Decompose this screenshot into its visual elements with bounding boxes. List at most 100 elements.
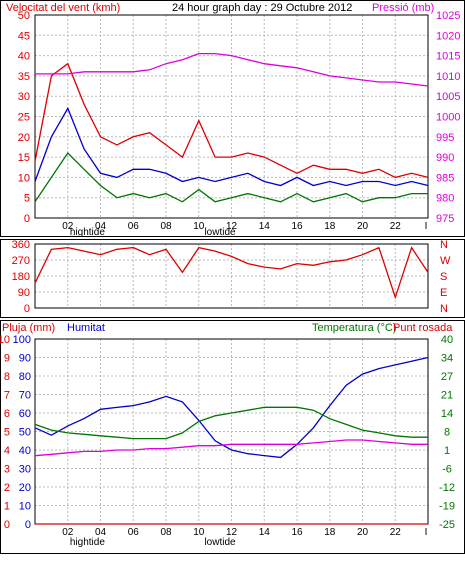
climate-xtick: 04 [95, 527, 107, 538]
wind-series-blue [34, 106, 429, 187]
direction-ytick: 90 [18, 287, 30, 299]
pressure-ytick: 1000 [436, 112, 460, 124]
direction-ytick: 270 [12, 255, 30, 267]
rain-ytick: 2 [4, 482, 10, 494]
pressure-ytick: 1015 [436, 51, 460, 63]
rain-ytick: 1 [4, 501, 10, 513]
climate-xtick: 12 [226, 527, 238, 538]
rain-ytick: 9 [4, 353, 10, 365]
temperature-ytick: 1 [444, 445, 450, 457]
wind-ytick: 25 [18, 112, 30, 124]
humidity-ytick: 50 [19, 427, 31, 439]
wind-ytick: 20 [18, 132, 30, 144]
rain-ytick: 6 [4, 408, 10, 420]
panel2-frame [0, 239, 465, 318]
wind-ytick: 0 [24, 213, 30, 225]
wind-ytick: 30 [18, 91, 30, 103]
climate-xtick-end: I [425, 527, 428, 538]
wind-xtick: 14 [259, 221, 271, 232]
rain-ytick: 0 [4, 519, 10, 531]
humidity-ytick: 100 [13, 334, 31, 346]
rain-ytick: 7 [4, 390, 10, 402]
pressure-axis-label: Pressió (mb) [372, 2, 434, 14]
temperature-ytick: 8 [444, 427, 450, 439]
direction-ytick: 360 [12, 239, 30, 251]
direction-ytick: 0 [24, 303, 30, 315]
climate-xtick: 16 [291, 527, 303, 538]
wind-xtick: 22 [390, 221, 402, 232]
humidity-ytick: 10 [19, 501, 31, 513]
page-title: 24 hour graph day : 29 Octubre 2012 [172, 2, 352, 14]
temperature-ytick: 14 [441, 408, 453, 420]
dewpoint-axis-label: Punt rosada [393, 322, 453, 334]
wind-xtick: 16 [291, 221, 303, 232]
humidity-ytick: 0 [25, 519, 31, 531]
wind-ytick: 45 [18, 30, 30, 42]
compass-ytick: N [440, 303, 448, 315]
pressure-ytick: 1020 [436, 30, 460, 42]
wind-xtick: 20 [357, 221, 369, 232]
pressure-ytick: 995 [436, 132, 454, 144]
direction-plot-area [34, 243, 429, 309]
rain-humidity-temperature-chart: 1098765432101009080706050403020100403427… [0, 334, 455, 548]
climate-xtick: 14 [259, 527, 271, 538]
wind-xtick: 06 [128, 221, 140, 232]
climate-hightide-label: hightide [70, 537, 105, 548]
compass-ytick: S [440, 271, 447, 283]
temperature-ytick: 34 [441, 353, 453, 365]
humidity-ytick: 60 [19, 408, 31, 420]
climate-xtick: 02 [62, 527, 74, 538]
wind-series-green [34, 151, 428, 203]
rain-ytick: 10 [0, 334, 10, 346]
climate-xtick: 06 [128, 527, 140, 538]
pressure-ytick: 985 [436, 172, 454, 184]
humidity-ytick: 90 [19, 353, 31, 365]
temperature-ytick: -12 [439, 482, 455, 494]
wind-xtick: 10 [193, 221, 205, 232]
climate-series-magenta [34, 439, 428, 457]
temperature-ytick: 40 [441, 334, 453, 346]
humidity-ytick: 20 [19, 482, 31, 494]
temperature-ytick: -25 [439, 519, 455, 531]
wind-ytick: 50 [18, 10, 30, 22]
temperature-ytick: 21 [441, 390, 453, 402]
climate-xtick: 22 [390, 527, 402, 538]
pressure-ytick: 980 [436, 193, 454, 205]
humidity-ytick: 30 [19, 464, 31, 476]
pressure-ytick: 975 [436, 213, 454, 225]
compass-ytick: W [440, 255, 451, 267]
pressure-ytick: 990 [436, 152, 454, 164]
climate-xtick: 10 [193, 527, 205, 538]
rain-ytick: 3 [4, 464, 10, 476]
temperature-axis-label: Temperatura (°C) [312, 322, 396, 334]
wind-series-magenta [35, 52, 429, 87]
wind-xtick-end: I [425, 221, 428, 232]
humidity-ytick: 70 [19, 390, 31, 402]
rain-ytick: 4 [4, 445, 10, 457]
temperature-ytick: 27 [441, 371, 453, 383]
humidity-ytick: 80 [19, 371, 31, 383]
wind-plot-area [34, 14, 429, 219]
wind-xtick: 04 [95, 221, 107, 232]
climate-xtick: 18 [324, 527, 336, 538]
wind-xtick: 18 [324, 221, 336, 232]
wind-ytick: 35 [18, 71, 30, 83]
climate-xtick: 20 [357, 527, 369, 538]
compass-ytick: E [440, 287, 447, 299]
compass-ytick: N [440, 239, 448, 251]
wind-xtick: 02 [62, 221, 74, 232]
wind-pressure-chart: 5045403530252015105010251020101510101005… [18, 10, 461, 238]
rain-ytick: 8 [4, 371, 10, 383]
climate-series-blue [34, 356, 429, 459]
wind-series-red [34, 62, 429, 179]
temperature-ytick: -19 [439, 501, 455, 513]
climate-lowtide-label: lowtide [204, 537, 236, 548]
climate-xtick: 08 [160, 527, 172, 538]
direction-series-red [34, 246, 429, 300]
wind-ytick: 5 [24, 193, 30, 205]
humidity-ytick: 40 [19, 445, 31, 457]
wind-ytick: 15 [18, 152, 30, 164]
wind-xtick: 08 [160, 221, 172, 232]
